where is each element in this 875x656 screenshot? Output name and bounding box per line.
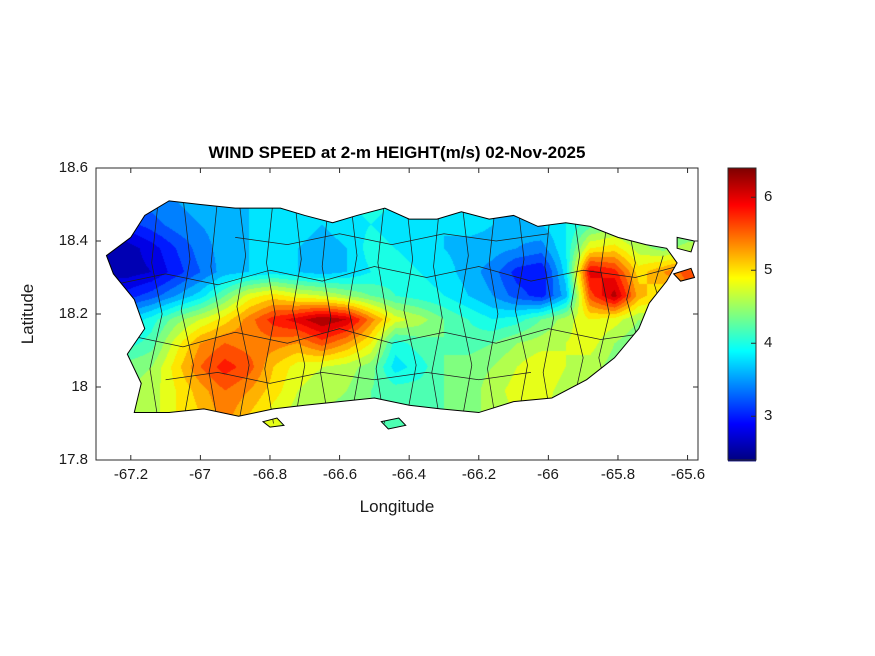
x-tick-label: -65.8: [600, 466, 636, 483]
x-tick-label: -66.6: [322, 466, 358, 483]
colorbar-tick-label: 6: [764, 188, 773, 205]
x-tick-label: -67.2: [113, 466, 149, 483]
y-tick-label: 18.6: [58, 159, 88, 176]
colorbar: [728, 168, 756, 460]
x-tick-label: -66: [537, 466, 559, 483]
x-tick-label: -66.8: [252, 466, 288, 483]
y-axis-label: Latitude: [18, 283, 37, 345]
colorbar-tick-label: 3: [764, 407, 773, 424]
y-tick-label: 17.8: [58, 451, 88, 468]
x-tick-label: -67: [189, 466, 211, 483]
colorbar-tick-label: 5: [764, 261, 773, 278]
x-axis-label: Longitude: [359, 497, 435, 516]
y-tick-label: 18: [71, 378, 88, 395]
chart-title: WIND SPEED at 2-m HEIGHT(m/s) 02-Nov-202…: [208, 143, 586, 162]
plot-area: [96, 168, 698, 460]
colorbar-tick-label: 4: [764, 334, 773, 351]
x-tick-label: -65.6: [670, 466, 706, 483]
x-tick-label: -66.2: [461, 466, 497, 483]
y-tick-label: 18.2: [58, 305, 88, 322]
y-tick-label: 18.4: [58, 232, 88, 249]
x-tick-label: -66.4: [391, 466, 427, 483]
